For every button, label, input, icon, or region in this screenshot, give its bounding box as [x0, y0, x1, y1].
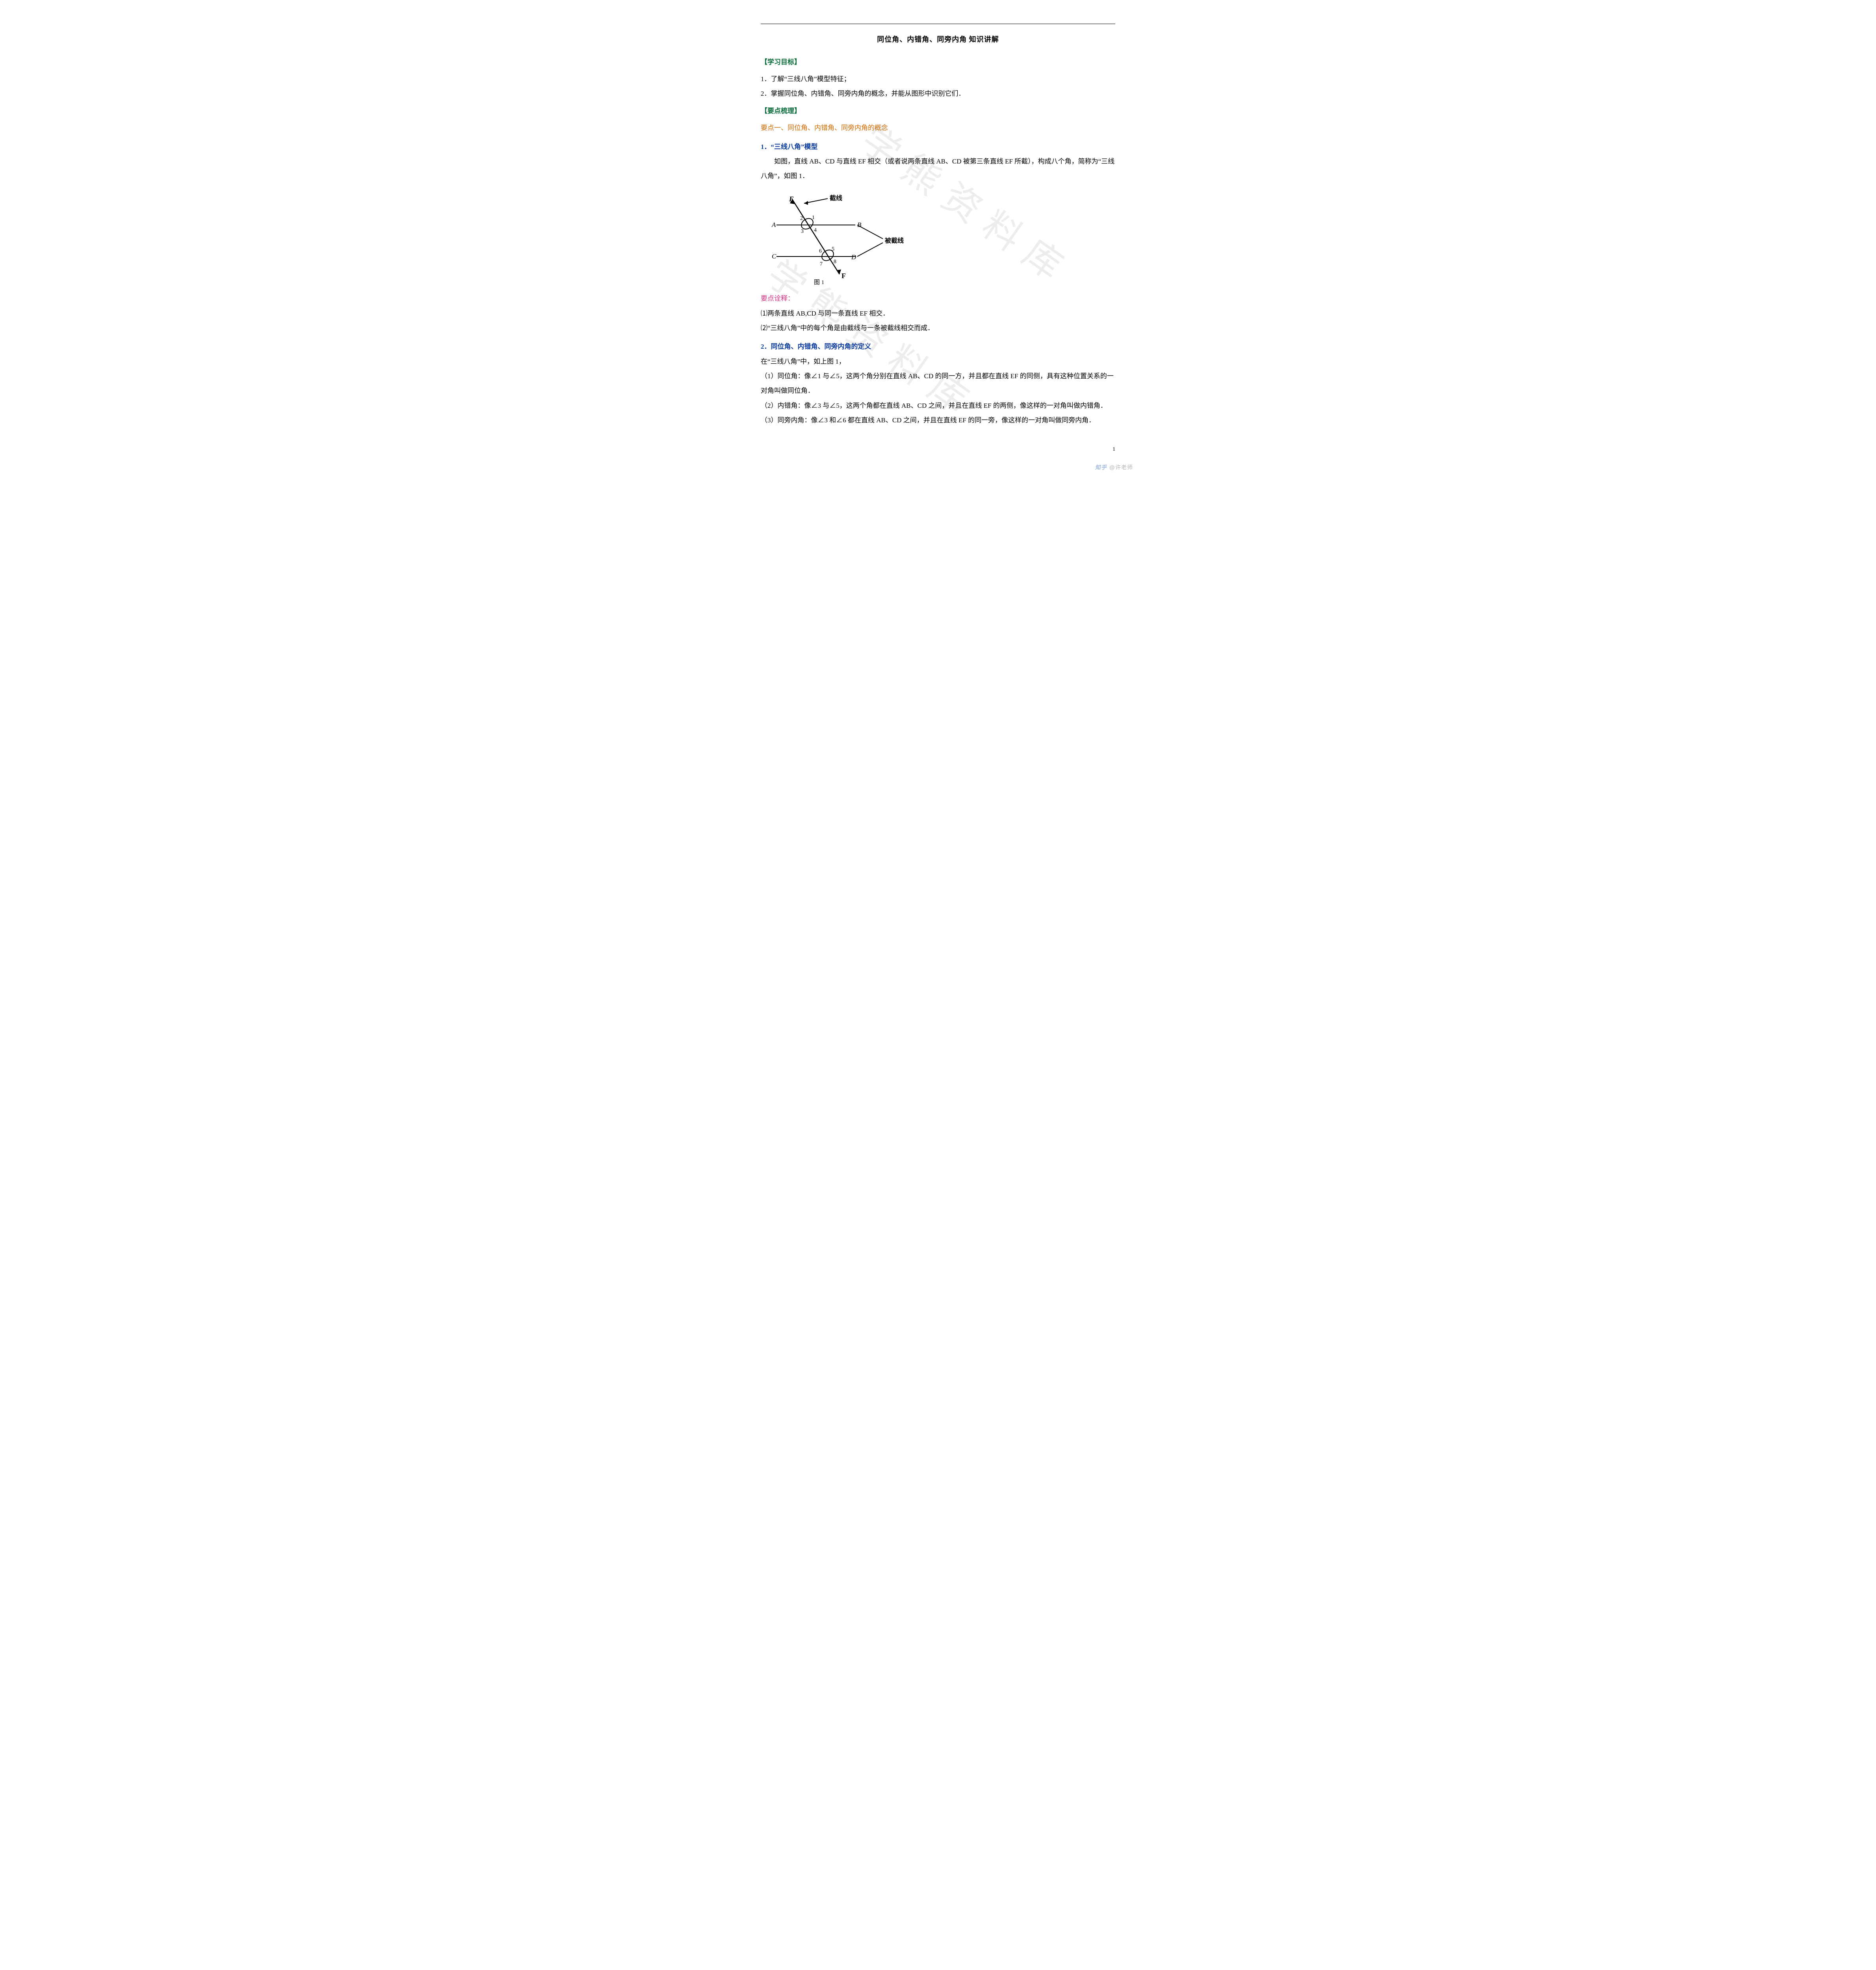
def-intro: 在“三线八角”中，如上图 1， — [761, 354, 1115, 369]
explain-head: 要点诠释： — [761, 291, 1115, 306]
paragraph-1: 如图，直线 AB、CD 与直线 EF 相交（或者说两条直线 AB、CD 被第三条… — [761, 154, 1115, 184]
section-objectives-head: 【学习目标】 — [761, 55, 1115, 69]
angle-4: 4 — [814, 227, 817, 233]
subhead-2: 2．同位角、内错角、同旁内角的定义 — [761, 339, 1115, 354]
zhihu-watermark: 知乎@许老师 — [1095, 461, 1133, 474]
label-A: A — [771, 221, 776, 229]
angle-3: 3 — [801, 229, 804, 234]
angle-6: 6 — [819, 248, 822, 254]
label-C: C — [772, 253, 776, 260]
figure-caption: 图 1 — [814, 279, 824, 286]
zhihu-logo-icon: 知乎 — [1095, 464, 1107, 470]
def-1: （1）同位角：像∠1 与∠5，这两个角分别在直线 AB、CD 的同一方，并且都在… — [761, 369, 1115, 398]
angle-2: 2 — [800, 216, 803, 221]
explain-1: ⑴两条直线 AB,CD 与同一条直线 EF 相交． — [761, 306, 1115, 321]
point-1-head: 要点一、同位角、内错角、同旁内角的概念 — [761, 121, 1115, 135]
label-D: D — [851, 253, 856, 261]
angle-5: 5 — [832, 246, 834, 252]
zhihu-author: @许老师 — [1109, 464, 1133, 470]
angle-7: 7 — [820, 261, 823, 267]
explain-2: ⑵“三线八角”中的每个角是由截线与一条被截线相交而成． — [761, 321, 1115, 335]
page-number: 1 — [761, 444, 1115, 456]
def-3: （3）同旁内角：像∠3 和∠6 都在直线 AB、CD 之间，并且在直线 EF 的… — [761, 413, 1115, 427]
label-B: B — [857, 221, 862, 229]
label-beijiexian: 被截线 — [885, 237, 904, 244]
def-2: （2）内错角：像∠3 与∠5，这两个角都在直线 AB、CD 之间，并且在直线 E… — [761, 398, 1115, 413]
angle-8: 8 — [834, 259, 836, 265]
objective-2: 2．掌握同位角、内错角、同旁内角的概念，并能从图形中识别它们． — [761, 86, 1115, 101]
page-title: 同位角、内错角、同旁内角 知识讲解 — [761, 32, 1115, 48]
figure-1: 截线 被截线 E F A B C D 1 2 3 4 5 6 7 8 图 1 — [769, 188, 1115, 291]
subhead-1: 1．“三线八角”模型 — [761, 139, 1115, 154]
objective-1: 1．了解“三线八角”模型特征； — [761, 72, 1115, 86]
line-ef — [792, 199, 840, 274]
label-F: F — [841, 272, 846, 280]
pointer-bei-2 — [857, 243, 883, 256]
label-E: E — [789, 195, 794, 203]
label-jiexian: 截线 — [830, 194, 842, 202]
angle-1: 1 — [812, 215, 815, 221]
section-points-head: 【要点梳理】 — [761, 104, 1115, 118]
